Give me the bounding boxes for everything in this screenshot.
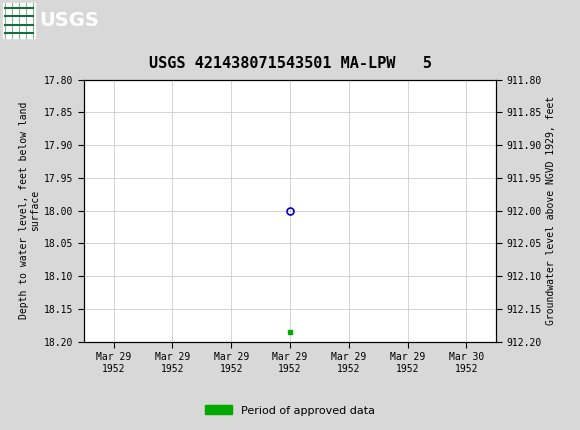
Y-axis label: Groundwater level above NGVD 1929, feet: Groundwater level above NGVD 1929, feet: [546, 96, 556, 325]
Text: USGS 421438071543501 MA-LPW   5: USGS 421438071543501 MA-LPW 5: [148, 56, 432, 71]
Legend: Period of approved data: Period of approved data: [200, 401, 380, 420]
Y-axis label: Depth to water level, feet below land
surface: Depth to water level, feet below land su…: [19, 102, 40, 319]
Text: USGS: USGS: [39, 11, 99, 30]
FancyBboxPatch shape: [3, 3, 35, 37]
